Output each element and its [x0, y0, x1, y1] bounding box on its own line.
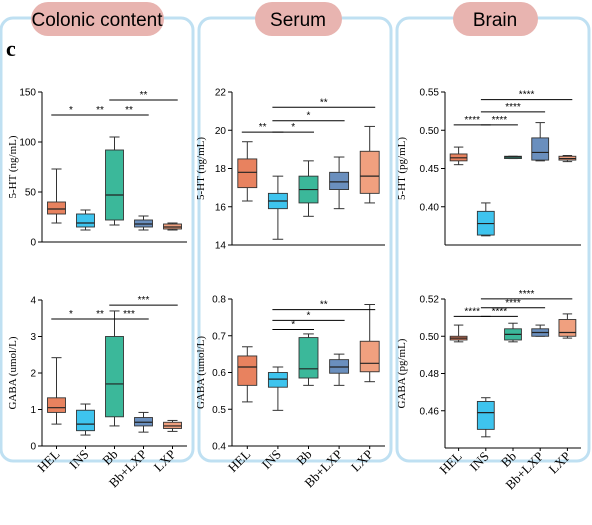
y-tick-label: 0.45 — [420, 164, 440, 175]
box-HEL — [237, 158, 258, 189]
y-axis-label: 5-HT (ng/mL) — [7, 135, 19, 198]
significance-label: **** — [519, 90, 535, 101]
x-tick-label: HEL — [225, 446, 254, 475]
x-tick-label: Bb — [498, 449, 519, 470]
x-tick-label: INS — [466, 449, 491, 474]
x-tick-label: HEL — [436, 448, 465, 477]
y-tick-label: 0.52 — [420, 295, 440, 306]
significance-label: ** — [125, 105, 133, 116]
chart-brain-5ht: 0.400.450.500.555-HT (pg/mL)**** ********… — [396, 88, 581, 246]
significance-label: **** — [505, 298, 521, 309]
significance-label: **** — [492, 306, 508, 317]
title-pill-serum — [255, 2, 342, 36]
x-tick-label: HEL — [34, 446, 63, 475]
y-tick-label: 0 — [30, 238, 36, 249]
x-tick-label: Bb — [99, 447, 120, 468]
significance-label: **** — [519, 289, 535, 300]
box-LXP — [359, 340, 380, 373]
y-tick-label: 150 — [19, 88, 36, 99]
panel-title-serum: Serum — [270, 10, 326, 31]
significance-label: *** — [138, 295, 150, 306]
y-tick-label: 0.40 — [420, 202, 440, 213]
box-Bb+LXP — [329, 171, 350, 190]
y-axis-label: GABA (pg/mL) — [396, 338, 408, 408]
y-tick-label: 0.50 — [420, 332, 440, 343]
panel-frame-serum — [197, 16, 393, 463]
significance-label: * — [69, 309, 73, 320]
y-tick-label: 4 — [30, 296, 36, 307]
y-tick-label: 0.46 — [420, 406, 440, 417]
y-tick-label: 3 — [30, 332, 36, 343]
significance-label: **** — [505, 102, 521, 113]
significance-label: **** — [464, 306, 480, 317]
y-tick-label: 50 — [25, 188, 37, 199]
box-HEL — [47, 397, 66, 413]
box-INS — [76, 213, 95, 228]
significance-label: ** — [96, 309, 104, 320]
significance-label: ** — [320, 300, 328, 311]
significance-label: * — [69, 105, 73, 116]
box-HEL — [47, 201, 66, 215]
y-axis-label: 5-HT (ng/mL) — [195, 137, 207, 200]
panel-frame-brain — [395, 16, 591, 463]
y-tick-label: 22 — [215, 88, 227, 99]
y-tick-label: 0 — [30, 442, 36, 453]
y-tick-label: 18 — [215, 164, 227, 175]
panel-title-colonic: Colonic content — [32, 10, 164, 31]
significance-label: ** — [259, 122, 267, 133]
y-tick-label: 0.5 — [212, 405, 226, 416]
y-tick-label: 0.8 — [212, 295, 226, 306]
y-axis-label: GABA (umol/L) — [7, 336, 19, 409]
y-tick-label: 1 — [30, 405, 36, 416]
box-INS — [476, 400, 495, 430]
significance-label: * — [291, 320, 295, 331]
box-LXP — [558, 319, 577, 337]
y-tick-label: 0.50 — [420, 126, 440, 137]
x-tick-label: LXP — [348, 447, 376, 475]
x-tick-label: Bb — [293, 447, 314, 468]
box-INS — [76, 409, 95, 432]
significance-label: ** — [140, 90, 148, 101]
box-HEL — [237, 355, 258, 386]
title-pill-colonic — [31, 2, 164, 36]
y-tick-label: 0.7 — [212, 331, 226, 342]
x-tick-label: INS — [66, 447, 91, 472]
y-axis-label: 5-HT (pg/mL) — [396, 137, 408, 200]
box-INS — [267, 372, 288, 388]
box-LXP — [359, 150, 380, 194]
y-tick-label: 20 — [215, 126, 227, 137]
significance-label: * — [307, 310, 311, 321]
y-tick-label: 0.48 — [420, 369, 440, 380]
y-tick-label: 0.6 — [212, 368, 226, 379]
significance-label: * — [291, 122, 295, 133]
box-Bb — [105, 336, 124, 418]
y-tick-label: 100 — [19, 138, 36, 149]
panel-letter: c — [6, 36, 16, 61]
panel-title-brain: Brain — [473, 10, 517, 31]
y-tick-label: 16 — [215, 202, 227, 213]
x-tick-label: LXP — [151, 447, 179, 475]
box-Bb — [298, 337, 319, 379]
significance-label: ** — [96, 105, 104, 116]
significance-label: **** — [492, 115, 508, 126]
y-axis-label: GABA (umol/L) — [195, 336, 207, 409]
box-Bb — [105, 149, 124, 221]
y-tick-label: 14 — [215, 241, 227, 252]
x-tick-label: INS — [259, 447, 284, 472]
significance-label: * — [307, 111, 311, 122]
title-pill-brain — [453, 2, 538, 36]
box-Bb+LXP — [531, 137, 550, 161]
x-tick-label: LXP — [546, 449, 574, 477]
significance-label: **** — [464, 115, 480, 126]
significance-label: *** — [123, 309, 135, 320]
y-tick-label: 0.55 — [420, 88, 440, 99]
significance-label: ** — [320, 97, 328, 108]
y-tick-label: 0.4 — [212, 442, 226, 453]
y-tick-label: 2 — [30, 369, 36, 380]
